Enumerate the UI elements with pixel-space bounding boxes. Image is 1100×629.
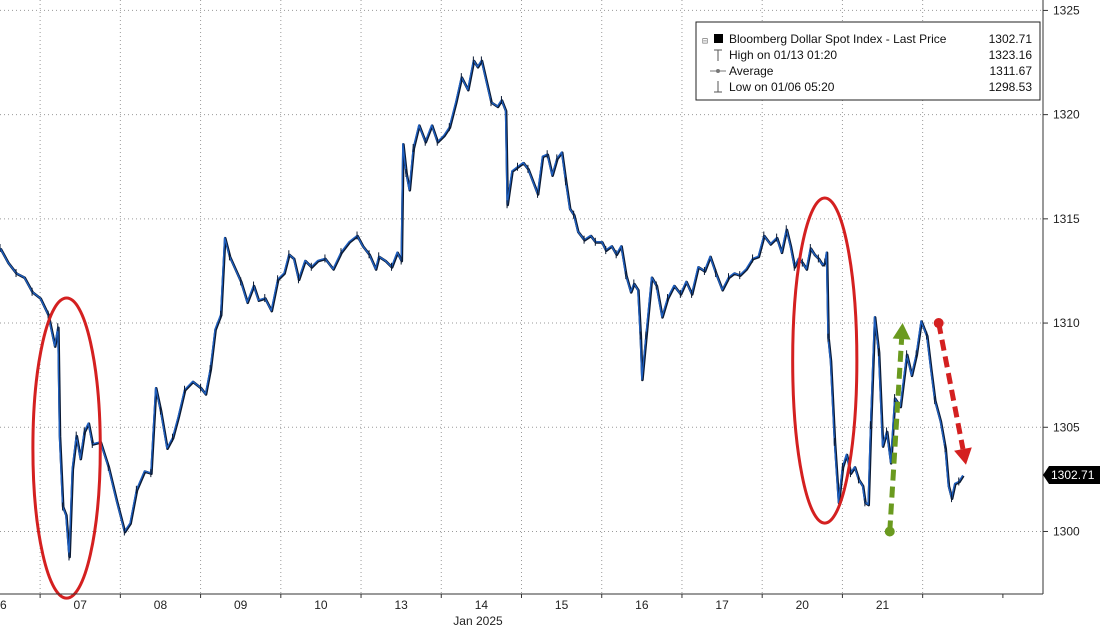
last-value-label: 1302.71 (1051, 468, 1095, 482)
legend-value: 1311.67 (990, 64, 1033, 78)
highlight-ellipse (791, 196, 859, 525)
x-tick-label: 15 (555, 598, 569, 612)
legend-label: Average (729, 64, 774, 78)
annotation-layer (31, 196, 972, 600)
legend: ⊟ Bloomberg Dollar Spot Index - Last Pri… (695, 21, 1041, 101)
trend-arrow-start-dot (884, 526, 895, 537)
x-tick-label: 10 (314, 598, 328, 612)
x-axis-sublabel: Jan 2025 (453, 614, 503, 628)
legend-expand-icon: ⊟ (702, 36, 708, 47)
last-value-tag: 1302.71 (1043, 465, 1100, 484)
x-tick-label: 14 (475, 598, 489, 612)
legend-box (695, 21, 1041, 101)
legend-entry-average: Average 1311.67 (710, 64, 1032, 78)
x-tick-label: 09 (234, 598, 248, 612)
x-tick-label: 13 (394, 598, 408, 612)
trend-arrow-head (954, 447, 972, 465)
series-line (0, 59, 964, 558)
y-tick-label: 1325 (1053, 3, 1080, 17)
x-tick-label: 07 (74, 598, 88, 612)
legend-label: Low on 01/06 05:20 (729, 80, 835, 94)
legend-label: High on 01/13 01:20 (729, 48, 837, 62)
average-marker-icon-dot (716, 69, 720, 73)
last-value-tag-shape (1043, 465, 1100, 484)
x-tick-label: 21 (876, 598, 890, 612)
y-tick-label: 1305 (1053, 420, 1080, 434)
legend-entry-last-price: ⊟ Bloomberg Dollar Spot Index - Last Pri… (702, 32, 1032, 47)
legend-label: Bloomberg Dollar Spot Index - Last Price (729, 32, 947, 46)
x-tick-label: 17 (715, 598, 729, 612)
x-tick-label: 20 (796, 598, 810, 612)
y-tick-label: 1310 (1053, 316, 1080, 330)
legend-value: 1298.53 (989, 80, 1033, 94)
x-tick-label: 06 (0, 598, 7, 612)
series-layer (0, 56, 965, 561)
legend-value: 1302.71 (989, 32, 1033, 46)
legend-entry-low: Low on 01/06 05:20 1298.53 (714, 80, 1032, 94)
legend-value: 1323.16 (989, 48, 1033, 62)
x-tick-label: 16 (635, 598, 649, 612)
trend-arrow-start-dot (933, 318, 944, 329)
trend-arrow-head (892, 323, 911, 340)
trend-arrow-shaft (936, 322, 966, 450)
trend-arrow-shaft (887, 338, 905, 532)
legend-entry-high: High on 01/13 01:20 1323.16 (714, 48, 1032, 62)
y-tick-label: 1300 (1053, 524, 1080, 538)
highlight-ellipse (31, 296, 102, 600)
y-tick-label: 1320 (1053, 108, 1080, 122)
legend-swatch-square-icon (714, 34, 723, 43)
y-tick-label: 1315 (1053, 212, 1080, 226)
x-tick-label: 08 (154, 598, 168, 612)
